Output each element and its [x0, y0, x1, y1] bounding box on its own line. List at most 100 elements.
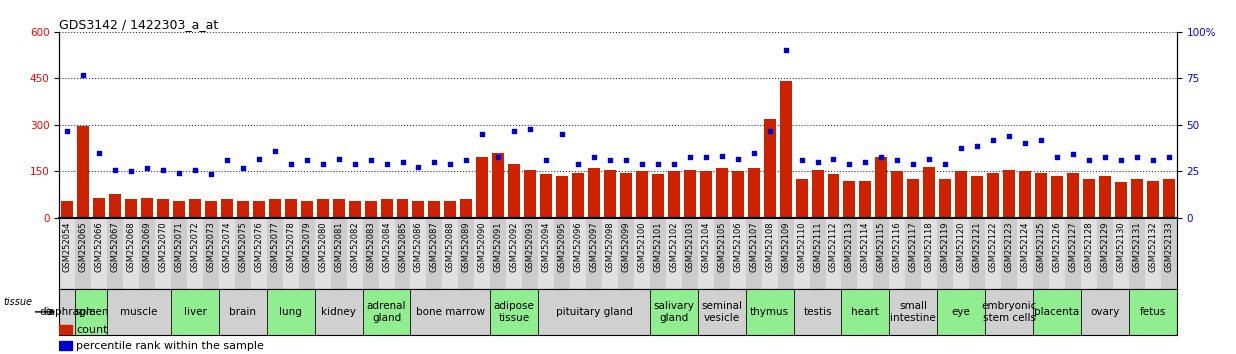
Bar [828, 175, 839, 218]
Point [1143, 158, 1163, 163]
Bar [460, 199, 472, 218]
Bar [59, 289, 75, 335]
Bar [745, 289, 794, 335]
Text: GSM252080: GSM252080 [318, 221, 328, 272]
Bar [394, 218, 410, 289]
Text: GSM252109: GSM252109 [781, 221, 790, 272]
Point [1159, 154, 1179, 160]
Bar [907, 179, 920, 218]
Bar [524, 170, 536, 218]
Text: GSM252094: GSM252094 [541, 221, 551, 272]
Bar [985, 218, 1001, 289]
Text: GSM252105: GSM252105 [717, 221, 727, 272]
Bar [476, 157, 488, 218]
Text: GSM252119: GSM252119 [941, 221, 949, 272]
Bar [1017, 218, 1033, 289]
Text: GSM252085: GSM252085 [398, 221, 407, 272]
Text: GSM252081: GSM252081 [334, 221, 344, 272]
Point [871, 154, 891, 160]
Text: liver: liver [184, 307, 206, 317]
Point [1031, 137, 1051, 143]
Point [105, 167, 125, 172]
Point [1111, 158, 1131, 163]
Bar [237, 201, 248, 218]
Bar [410, 218, 426, 289]
Bar [572, 173, 585, 218]
Bar [429, 201, 440, 218]
Text: GSM252092: GSM252092 [509, 221, 519, 272]
Bar [93, 198, 105, 218]
Bar [939, 179, 952, 218]
Point [839, 161, 859, 166]
Bar [109, 194, 121, 218]
Bar [937, 218, 953, 289]
Bar [812, 170, 823, 218]
Point [297, 158, 316, 163]
Text: GSM252133: GSM252133 [1164, 221, 1173, 272]
Bar [219, 218, 235, 289]
Point [616, 158, 635, 163]
Bar [124, 218, 140, 289]
Bar [538, 289, 650, 335]
Point [472, 131, 492, 137]
Text: lung: lung [279, 307, 303, 317]
Text: GSM252084: GSM252084 [382, 221, 391, 272]
Bar [108, 289, 171, 335]
Bar [346, 218, 362, 289]
Point [983, 137, 1002, 143]
Text: GSM252102: GSM252102 [670, 221, 679, 272]
Text: diaphragm: diaphragm [40, 307, 95, 317]
Bar [59, 325, 72, 334]
Text: GSM252110: GSM252110 [797, 221, 806, 272]
Point [1095, 154, 1115, 160]
Text: salivary
gland: salivary gland [654, 301, 695, 323]
Bar [923, 167, 936, 218]
Bar [988, 173, 999, 218]
Point [440, 161, 460, 166]
Bar [891, 171, 904, 218]
Point [488, 154, 508, 160]
Text: spleen: spleen [74, 307, 109, 317]
Bar [745, 218, 761, 289]
Text: brain: brain [230, 307, 256, 317]
Bar [523, 218, 538, 289]
Text: GSM252103: GSM252103 [685, 221, 695, 272]
Bar [732, 171, 744, 218]
Point [393, 159, 413, 165]
Bar [937, 289, 985, 335]
Bar [1147, 181, 1158, 218]
Text: GSM252122: GSM252122 [989, 221, 997, 272]
Bar [397, 199, 409, 218]
Text: GSM252130: GSM252130 [1116, 221, 1125, 272]
Bar [554, 218, 570, 289]
Point [712, 153, 732, 159]
Text: GSM252100: GSM252100 [638, 221, 646, 272]
Text: seminal
vesicle: seminal vesicle [701, 301, 743, 323]
Text: GSM252131: GSM252131 [1132, 221, 1141, 272]
Bar [1145, 218, 1161, 289]
Bar [1096, 218, 1112, 289]
Bar [826, 218, 842, 289]
Bar [59, 341, 72, 350]
Point [792, 158, 812, 163]
Point [632, 161, 651, 166]
Point [409, 164, 429, 170]
Bar [75, 218, 91, 289]
Bar [890, 289, 937, 335]
Bar [442, 218, 459, 289]
Point [121, 169, 141, 174]
Bar [426, 218, 442, 289]
Bar [283, 218, 299, 289]
Bar [491, 289, 538, 335]
Point [936, 161, 955, 166]
Text: GSM252079: GSM252079 [303, 221, 311, 272]
Text: GSM252101: GSM252101 [654, 221, 662, 272]
Text: GSM252073: GSM252073 [206, 221, 215, 272]
Text: GSM252095: GSM252095 [557, 221, 566, 272]
Text: GSM252083: GSM252083 [366, 221, 375, 272]
Bar [905, 218, 921, 289]
Point [57, 128, 77, 134]
Point [776, 47, 796, 53]
Bar [777, 218, 794, 289]
Bar [475, 218, 491, 289]
